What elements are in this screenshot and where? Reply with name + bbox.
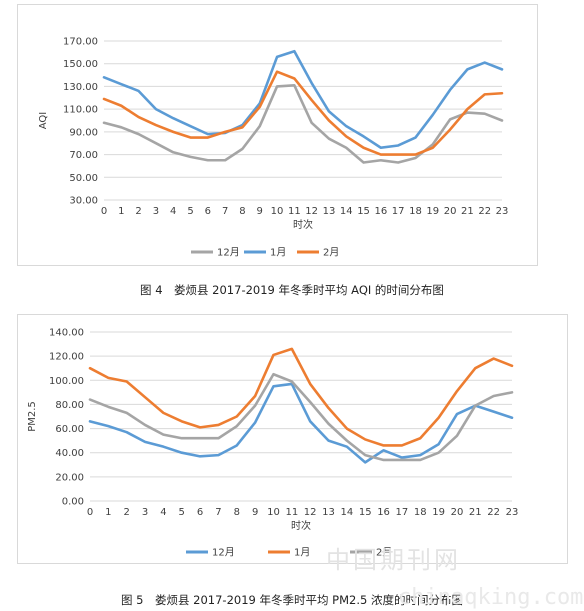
x-tick-label: 10 <box>267 507 280 518</box>
x-tick-label: 5 <box>179 507 185 518</box>
x-tick-label: 16 <box>375 206 388 217</box>
chart-aqi-panel: 30.00 50.00 70.00 90.00 110.00 130.00 150.00 17… <box>17 4 538 266</box>
series-line-2 <box>102 49 504 150</box>
x-tick-label: 9 <box>252 507 258 518</box>
x-tick-label: 9 <box>257 206 263 217</box>
x-tick-label: 12 <box>305 206 318 217</box>
x-tick-label: 4 <box>170 206 176 217</box>
series-line-3 <box>88 372 514 462</box>
x-tick-label: 7 <box>222 206 228 217</box>
y-tick-label: 120.00 <box>49 352 84 363</box>
x-tick-label: 5 <box>187 206 193 217</box>
legend-entry: 1月 <box>294 547 310 559</box>
y-tick-label: 0.00 <box>62 497 84 508</box>
legend-entry: 2月 <box>376 547 392 559</box>
y-axis-label: AQI <box>38 112 49 130</box>
x-axis-label: 时次 <box>293 218 313 231</box>
legend-entry: 1月 <box>270 247 286 259</box>
x-tick-label: 23 <box>496 206 509 217</box>
x-tick-label: 20 <box>451 507 464 518</box>
y-tick-label: 140.00 <box>49 328 84 339</box>
series-line-1 <box>102 83 504 164</box>
chart-pm25-panel: 0.00 20.00 40.00 60.00 80.00 100.00 120.00 140.… <box>17 314 568 564</box>
legend-entry: 2月 <box>323 247 339 259</box>
x-tick-label: 0 <box>101 206 107 217</box>
figure-5-caption: 图 5 娄烦县 2017-2019 年冬季时平均 PM2.5 浓度的时间分布图 <box>121 593 463 607</box>
y-tick-label: 110.00 <box>63 105 98 116</box>
x-tick-label: 4 <box>160 507 166 518</box>
x-tick-label: 21 <box>469 507 482 518</box>
y-tick-label: 170.00 <box>63 37 98 48</box>
chart-pm25: 0.00 20.00 40.00 60.00 80.00 100.00 120.00 140.… <box>27 328 519 559</box>
y-tick-label: 60.00 <box>55 424 84 435</box>
x-tick-label: 16 <box>377 507 390 518</box>
y-tick-label: 20.00 <box>55 472 84 483</box>
y-tick-label: 30.00 <box>69 196 98 207</box>
y-tick-label: 150.00 <box>63 59 98 70</box>
chart-aqi: 30.0050.0070.0090.00110.00130.00150.0017… <box>38 37 509 259</box>
x-tick-label: 8 <box>239 206 245 217</box>
series-line-2 <box>88 347 514 447</box>
x-tick-label: 13 <box>323 206 336 217</box>
legend-entry: 12月 <box>212 547 235 559</box>
x-tick-label: 7 <box>215 507 221 518</box>
x-tick-label: 12 <box>304 507 317 518</box>
x-tick-label: 6 <box>205 206 211 217</box>
x-tick-label: 23 <box>506 507 519 518</box>
x-tick-label: 22 <box>478 206 491 217</box>
y-tick-label: 40.00 <box>55 448 84 459</box>
x-tick-label: 13 <box>322 507 335 518</box>
y-tick-label: 100.00 <box>49 376 84 387</box>
legend-entry: 12月 <box>217 247 240 259</box>
x-tick-label: 18 <box>409 206 422 217</box>
x-tick-label: 3 <box>153 206 159 217</box>
x-tick-label: 1 <box>105 507 111 518</box>
x-tick-label: 19 <box>432 507 445 518</box>
x-tick-label: 11 <box>288 206 301 217</box>
x-tick-label: 6 <box>197 507 203 518</box>
x-tick-label: 0 <box>87 507 93 518</box>
y-tick-label: 90.00 <box>69 127 98 138</box>
x-tick-label: 19 <box>426 206 439 217</box>
x-tick-label: 22 <box>487 507 500 518</box>
x-tick-label: 17 <box>392 206 405 217</box>
x-tick-label: 21 <box>461 206 474 217</box>
x-tick-label: 18 <box>414 507 427 518</box>
x-tick-label: 20 <box>444 206 457 217</box>
x-tick-label: 1 <box>118 206 124 217</box>
series-line-1 <box>88 382 514 464</box>
y-axis-label: PM2.5 <box>27 401 38 432</box>
y-tick-label: 80.00 <box>55 400 84 411</box>
y-tick-label: 50.00 <box>69 173 98 184</box>
x-tick-label: 2 <box>135 206 141 217</box>
x-tick-label: 2 <box>124 507 130 518</box>
x-tick-label: 8 <box>234 507 240 518</box>
series-line-3 <box>102 70 504 156</box>
x-axis-label: 时次 <box>291 519 311 532</box>
x-tick-label: 15 <box>359 507 372 518</box>
y-tick-label: 130.00 <box>63 82 98 93</box>
x-tick-label: 14 <box>340 206 353 217</box>
x-tick-label: 10 <box>271 206 284 217</box>
figure-4-caption: 图 4 娄烦县 2017-2019 年冬季时平均 AQI 的时间分布图 <box>140 283 444 297</box>
x-tick-label: 3 <box>142 507 148 518</box>
x-tick-label: 14 <box>341 507 354 518</box>
y-tick-label: 70.00 <box>69 150 98 161</box>
x-tick-label: 17 <box>396 507 409 518</box>
x-tick-label: 15 <box>357 206 370 217</box>
x-tick-label: 11 <box>285 507 298 518</box>
